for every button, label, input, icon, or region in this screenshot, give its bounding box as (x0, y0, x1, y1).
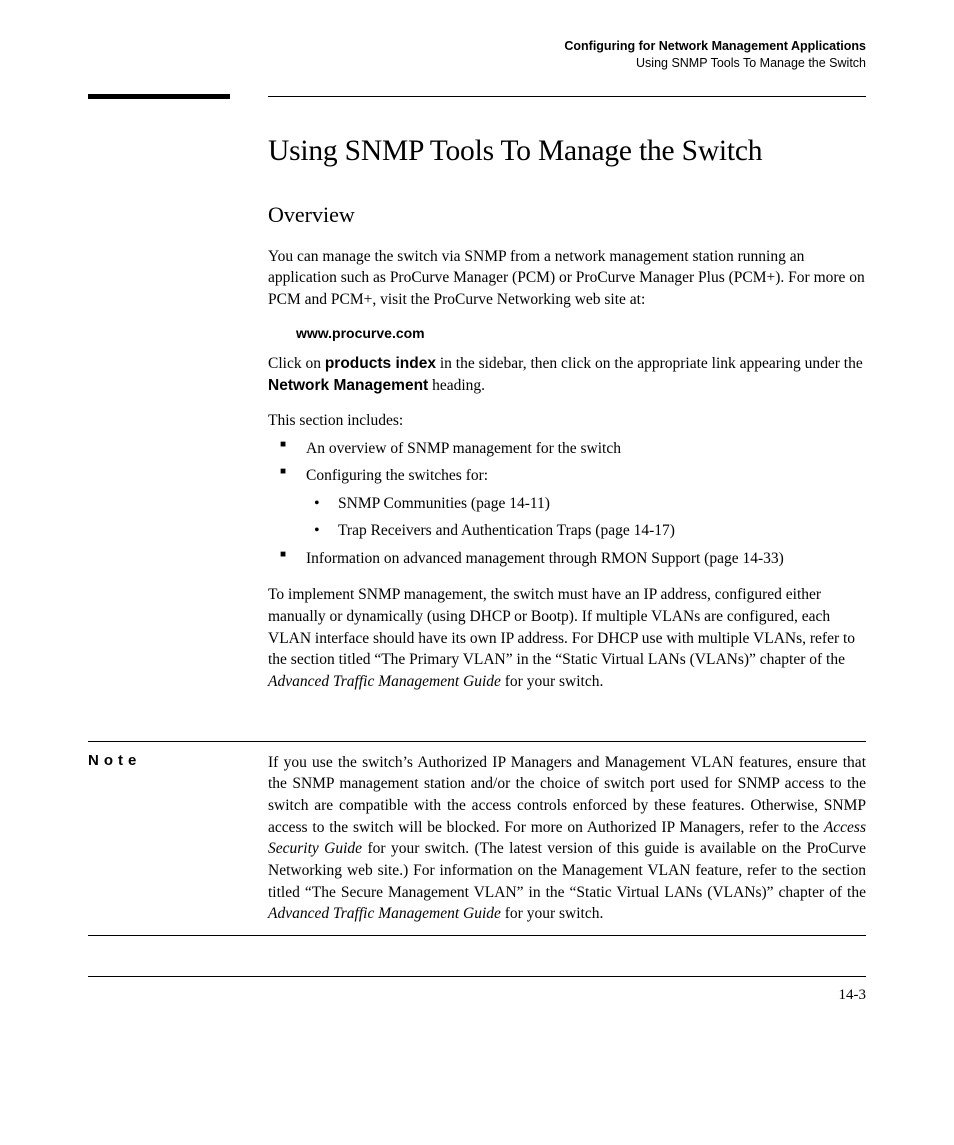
paragraph-click: Click on products index in the sidebar, … (268, 353, 866, 396)
sub-list-item: SNMP Communities (page 14-11) (306, 493, 866, 515)
heading-2: Overview (268, 202, 866, 228)
sub-list-item: Trap Receivers and Authentication Traps … (306, 520, 866, 542)
header-section: Using SNMP Tools To Manage the Switch (88, 55, 866, 72)
bottom-rule (88, 976, 866, 977)
long-rule (268, 96, 866, 97)
text: for your switch. (501, 905, 603, 922)
note-block: Note If you use the switch’s Authorized … (88, 741, 866, 937)
text: To implement SNMP management, the switch… (268, 586, 855, 668)
text: heading. (428, 377, 485, 394)
note-body: If you use the switch’s Authorized IP Ma… (268, 752, 866, 926)
heading-1: Using SNMP Tools To Manage the Switch (268, 135, 866, 168)
paragraph-implement: To implement SNMP management, the switch… (268, 584, 866, 692)
short-rule (88, 94, 230, 99)
body-column: Using SNMP Tools To Manage the Switch Ov… (268, 135, 866, 707)
list-item: Configuring the switches for: SNMP Commu… (268, 465, 866, 542)
sub-list: SNMP Communities (page 14-11) Trap Recei… (306, 493, 866, 543)
bold-products-index: products index (325, 355, 436, 372)
text: for your switch. (501, 673, 603, 690)
italic-guide: Advanced Traffic Management Guide (268, 673, 501, 690)
text: Click on (268, 355, 325, 372)
bold-network-management: Network Management (268, 377, 428, 394)
text: in the sidebar, then click on the approp… (436, 355, 863, 372)
list-item-text: Configuring the switches for: (306, 467, 488, 484)
page: Configuring for Network Management Appli… (0, 0, 954, 1044)
running-header: Configuring for Network Management Appli… (88, 38, 866, 72)
note-label: Note (88, 752, 268, 926)
header-chapter: Configuring for Network Management Appli… (88, 38, 866, 55)
left-margin (88, 135, 268, 707)
list-item: Information on advanced management throu… (268, 548, 866, 570)
url-text: www.procurve.com (296, 325, 866, 341)
header-rules (88, 94, 866, 99)
content: Using SNMP Tools To Manage the Switch Ov… (88, 135, 866, 707)
paragraph-includes: This section includes: (268, 410, 866, 432)
page-number: 14-3 (88, 987, 866, 1004)
paragraph-intro: You can manage the switch via SNMP from … (268, 246, 866, 311)
italic-traffic-guide: Advanced Traffic Management Guide (268, 905, 501, 922)
text: If you use the switch’s Authorized IP Ma… (268, 754, 866, 836)
bullet-list: An overview of SNMP management for the s… (268, 438, 866, 570)
list-item: An overview of SNMP management for the s… (268, 438, 866, 460)
